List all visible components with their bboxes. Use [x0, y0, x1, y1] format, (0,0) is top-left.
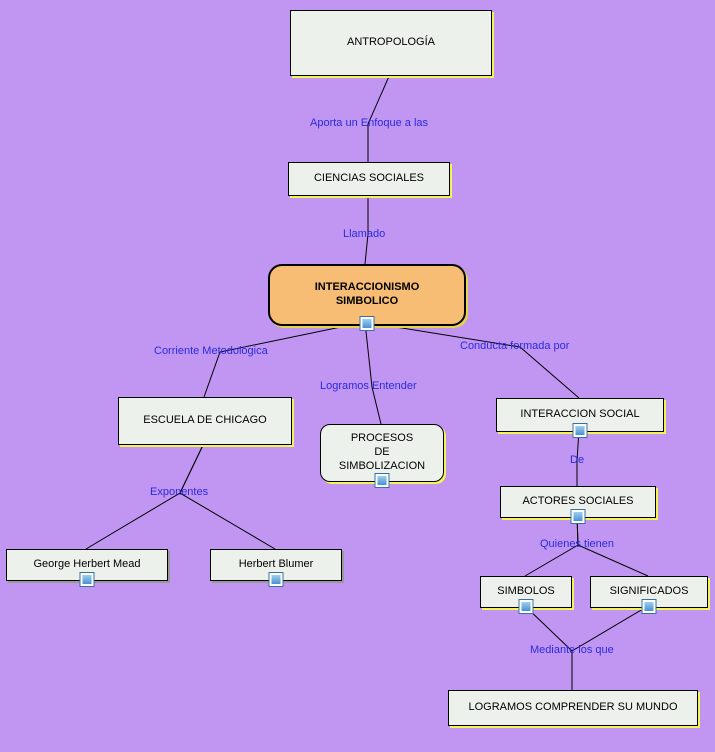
edge-label: Conducta formada por: [460, 340, 569, 352]
resource-icon[interactable]: [360, 316, 375, 331]
edge-label: Aporta un Enfoque a las: [310, 117, 428, 129]
node-mead: George Herbert Mead: [6, 549, 168, 581]
edge-layer: [0, 0, 715, 752]
resource-icon[interactable]: [80, 572, 95, 587]
node-label: LOGRAMOS COMPRENDER SU MUNDO: [454, 693, 691, 723]
node-actores: ACTORES SOCIALES: [500, 486, 656, 518]
resource-icon[interactable]: [573, 423, 588, 438]
node-escuela: ESCUELA DE CHICAGO: [118, 397, 292, 445]
edge-label: Mediante los que: [530, 644, 614, 656]
node-procesos: PROCESOSDESIMBOLIZACION: [320, 424, 444, 482]
node-ciencias: CIENCIAS SOCIALES: [288, 162, 450, 196]
resource-icon[interactable]: [519, 599, 534, 614]
node-label: ANTROPOLOGÍA: [333, 28, 449, 58]
resource-icon[interactable]: [571, 509, 586, 524]
resource-icon[interactable]: [642, 599, 657, 614]
node-interaccion-social: INTERACCION SOCIAL: [496, 398, 664, 432]
node-label: CIENCIAS SOCIALES: [300, 164, 438, 194]
edge-label: Quienes tienen: [540, 538, 614, 550]
edge-label: Logramos Entender: [320, 380, 417, 392]
node-label: ESCUELA DE CHICAGO: [129, 406, 280, 436]
node-significados: SIGNIFICADOS: [590, 576, 708, 608]
node-antropologia: ANTROPOLOGÍA: [290, 10, 492, 76]
node-comprender: LOGRAMOS COMPRENDER SU MUNDO: [448, 690, 698, 726]
edge-label: Llamado: [343, 228, 385, 240]
node-simbolos: SIMBOLOS: [480, 576, 572, 608]
node-label: INTERACCIONISMOSIMBOLICO: [301, 273, 434, 317]
edge-label: De: [570, 454, 584, 466]
edge-label: Exponentes: [150, 486, 208, 498]
resource-icon[interactable]: [375, 473, 390, 488]
node-interaccionismo: INTERACCIONISMOSIMBOLICO: [268, 264, 466, 326]
resource-icon[interactable]: [269, 572, 284, 587]
edge-label: Corriente Metodológica: [154, 345, 268, 357]
node-blumer: Herbert Blumer: [210, 549, 342, 581]
